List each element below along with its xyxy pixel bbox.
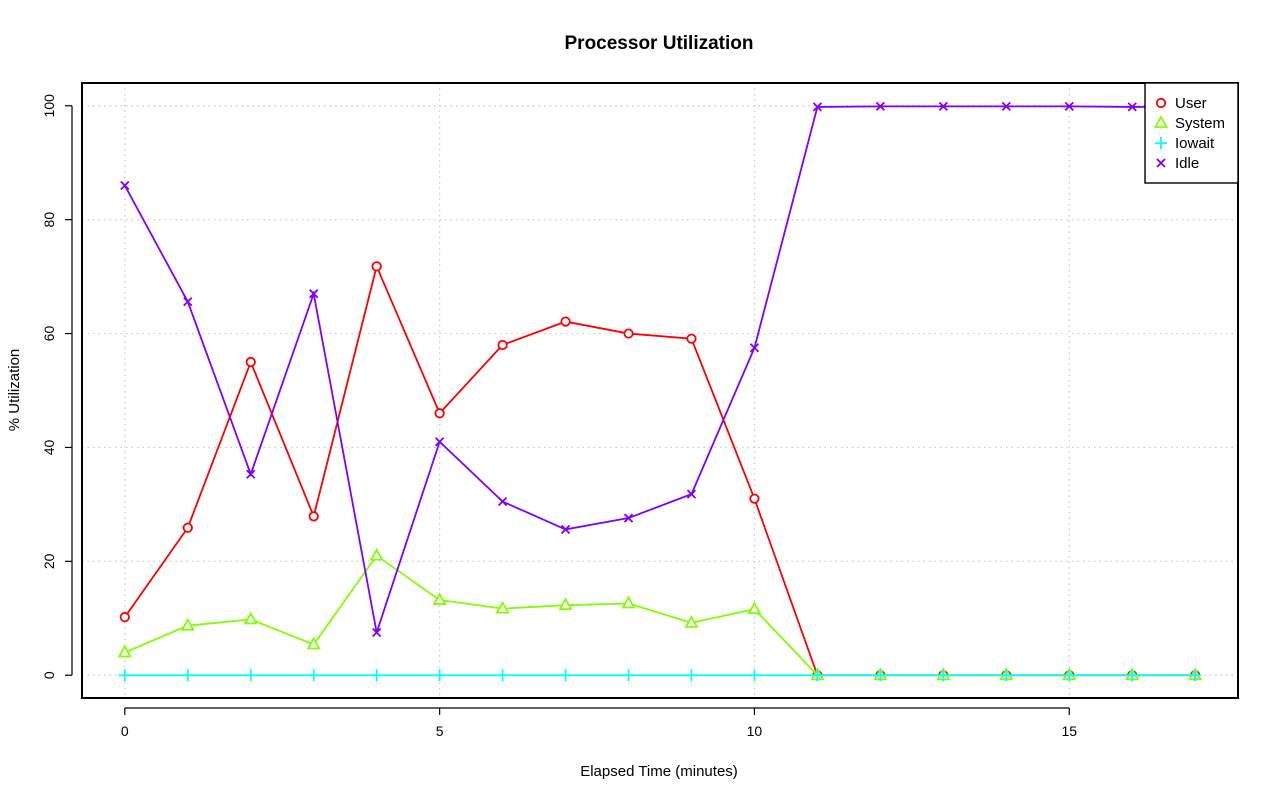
- plot-frame: [81, 82, 1239, 699]
- data-point-system: [684, 614, 699, 628]
- legend-symbol-idle: [1156, 158, 1166, 168]
- data-point-system: [306, 636, 321, 650]
- data-point-idle: [497, 496, 508, 507]
- data-point-idle: [309, 289, 319, 299]
- data-point-system: [747, 601, 762, 615]
- data-point-idle: [120, 180, 130, 191]
- y-tick-label: 80: [41, 212, 57, 228]
- data-point-user: [245, 356, 256, 368]
- data-point-idle: [372, 627, 382, 638]
- series-user: [119, 261, 1201, 681]
- series-line-idle: [124, 105, 1196, 633]
- data-point-iowait: [496, 669, 509, 682]
- data-point-user: [182, 522, 193, 533]
- data-point-iowait: [622, 669, 635, 682]
- data-point-user: [497, 339, 508, 351]
- series-layer: [117, 101, 1203, 682]
- data-point-system: [558, 597, 573, 611]
- data-point-iowait: [1189, 669, 1202, 682]
- data-point-system: [495, 600, 510, 614]
- data-point-iowait: [181, 669, 194, 682]
- data-point-idle: [749, 343, 760, 353]
- data-point-user: [371, 261, 382, 272]
- x-axis-label: Elapsed Time (minutes): [580, 763, 738, 780]
- chart-title: Processor Utilization: [565, 33, 754, 54]
- y-tick-label: 0: [41, 671, 57, 679]
- data-point-user: [560, 316, 571, 327]
- axes: 0 5 10 15 0 20 40 60 80 100: [41, 94, 1077, 739]
- data-point-idle: [183, 297, 193, 307]
- data-point-system: [117, 644, 132, 658]
- data-point-iowait: [433, 669, 446, 682]
- data-point-iowait: [1000, 669, 1013, 682]
- data-point-user: [749, 493, 760, 504]
- series-system: [117, 547, 1203, 681]
- data-point-iowait: [811, 669, 824, 682]
- data-point-user: [119, 612, 130, 623]
- data-point-idle: [812, 102, 823, 112]
- legend-symbol-iowait: [1155, 137, 1167, 149]
- x-tick-label: 0: [121, 723, 129, 739]
- data-point-user: [308, 511, 319, 522]
- data-point-iowait: [1126, 669, 1139, 682]
- data-point-user: [686, 333, 697, 344]
- legend-label-user: User: [1175, 95, 1207, 112]
- data-point-system: [180, 617, 195, 631]
- data-point-idle: [623, 513, 634, 523]
- legend-symbol-system: [1153, 115, 1169, 128]
- y-tick-label: 100: [41, 94, 57, 118]
- data-point-idle: [1127, 102, 1137, 112]
- y-tick-label: 40: [41, 439, 57, 455]
- data-point-idle: [1064, 101, 1074, 111]
- data-point-iowait: [118, 669, 131, 682]
- data-point-system: [369, 547, 384, 561]
- data-point-system: [621, 595, 636, 609]
- data-point-iowait: [748, 669, 761, 682]
- data-point-user: [623, 328, 634, 339]
- series-iowait: [118, 669, 1202, 682]
- data-point-idle: [434, 437, 445, 447]
- data-point-iowait: [937, 669, 950, 682]
- legend-label-system: System: [1175, 115, 1225, 132]
- legend-symbol-user: [1155, 97, 1167, 109]
- y-tick-label: 20: [41, 553, 57, 569]
- data-point-system: [243, 611, 258, 625]
- data-point-iowait: [559, 669, 572, 682]
- data-point-idle: [560, 524, 571, 535]
- data-point-idle: [686, 489, 697, 499]
- data-point-idle: [246, 469, 256, 479]
- y-axis-label: % Utilization: [6, 349, 23, 432]
- data-point-user: [434, 408, 445, 419]
- data-point-idle: [938, 101, 948, 111]
- data-point-system: [432, 592, 447, 605]
- series-line-system: [124, 554, 1196, 677]
- data-point-iowait: [874, 669, 887, 682]
- series-idle: [120, 101, 1200, 638]
- data-point-iowait: [685, 669, 698, 682]
- data-point-iowait: [307, 669, 320, 682]
- data-point-idle: [1001, 101, 1011, 111]
- data-point-iowait: [370, 669, 383, 682]
- data-point-iowait: [244, 669, 257, 682]
- legend-label-idle: Idle: [1175, 155, 1199, 172]
- x-tick-label: 10: [747, 723, 763, 739]
- y-tick-label: 60: [41, 326, 57, 342]
- legend: User System Iowait Idle: [1144, 82, 1239, 184]
- legend-label-iowait: Iowait: [1175, 135, 1215, 152]
- grid: [82, 83, 1238, 698]
- x-tick-label: 5: [436, 723, 444, 739]
- data-point-iowait: [1063, 669, 1076, 682]
- data-point-idle: [875, 101, 886, 111]
- x-tick-label: 15: [1061, 723, 1077, 739]
